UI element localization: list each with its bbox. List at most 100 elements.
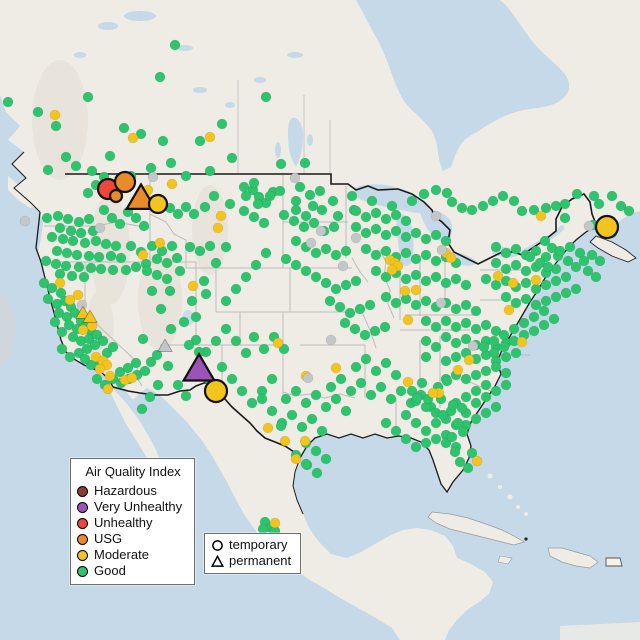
aqi-marker <box>286 409 298 421</box>
aqi-marker <box>430 210 442 222</box>
legend-label: temporary <box>229 537 288 552</box>
aqi-marker <box>166 240 178 252</box>
aqi-marker <box>466 447 478 459</box>
aqi-marker <box>161 257 173 269</box>
aqi-marker <box>171 252 183 264</box>
aqi-marker <box>188 208 200 220</box>
aqi-marker <box>380 245 392 257</box>
aqi-marker <box>440 331 452 343</box>
aqi-marker <box>262 422 274 434</box>
aqi-marker <box>71 249 83 261</box>
aqi-marker <box>200 288 212 300</box>
aqi-marker <box>623 205 635 217</box>
aqi-marker <box>178 316 190 328</box>
aqi-marker <box>204 165 216 177</box>
aqi-marker <box>145 162 157 174</box>
aqi-marker <box>510 347 522 359</box>
aqi-marker <box>127 132 139 144</box>
aqi-marker <box>60 260 72 272</box>
aqi-marker <box>420 335 432 347</box>
aqi-marker <box>115 252 127 264</box>
aqi-marker <box>399 285 411 297</box>
aqi-marker <box>450 321 462 333</box>
hispaniola <box>547 547 599 569</box>
aqi-marker <box>463 354 475 366</box>
aqi-marker <box>73 261 85 273</box>
aqi-marker <box>385 393 397 405</box>
aqi-marker <box>147 193 169 215</box>
nova-scotia <box>589 235 637 263</box>
aqi-marker <box>169 39 181 51</box>
aqi-marker <box>400 247 412 259</box>
aqi-marker <box>300 265 312 277</box>
aqi-marker <box>410 269 422 281</box>
aqi-marker <box>307 200 319 212</box>
aqi-marker <box>430 271 442 283</box>
aqi-marker <box>440 235 452 247</box>
aqi-marker <box>390 369 402 381</box>
aqi-marker <box>345 385 357 397</box>
aqi-marker <box>488 347 500 359</box>
aqi-marker <box>215 210 227 222</box>
legend-label: Good <box>94 563 126 578</box>
aqi-marker <box>186 295 198 307</box>
aqi-marker <box>500 247 512 259</box>
aqi-marker <box>498 329 510 341</box>
aqi-marker <box>402 376 414 388</box>
aqi-marker <box>269 517 281 529</box>
aqi-marker <box>240 347 252 359</box>
aqi-marker <box>85 262 97 274</box>
aqi-marker <box>54 277 66 289</box>
aqi-marker <box>64 351 76 363</box>
aqi-marker <box>498 341 510 353</box>
aqi-marker <box>151 269 163 281</box>
aqi-marker <box>520 265 532 277</box>
aqi-marker <box>136 403 148 415</box>
aqi-marker <box>441 375 453 387</box>
aqi-marker <box>83 213 95 225</box>
aqi-marker <box>540 295 552 307</box>
aqi-marker <box>450 273 462 285</box>
aqi-marker <box>488 335 500 347</box>
aqi-marker <box>379 321 391 333</box>
aqi-marker <box>344 307 356 319</box>
aqi-marker <box>125 240 137 252</box>
unhealthy-swatch-icon <box>77 517 88 529</box>
aqi-marker <box>337 260 349 272</box>
aqi-marker <box>416 377 428 389</box>
aqi-marker <box>500 263 512 275</box>
aqi-marker <box>73 216 85 228</box>
aqi-marker <box>390 425 402 437</box>
aqi-marker <box>187 280 199 292</box>
aqi-marker <box>440 355 452 367</box>
aqi-marker <box>535 210 547 222</box>
aqi-marker <box>490 241 502 253</box>
aqi-marker <box>355 377 367 389</box>
aqi-marker <box>456 202 468 214</box>
aqi-marker <box>507 277 519 289</box>
aqi-marker <box>52 210 64 222</box>
aqi-marker <box>290 235 302 247</box>
aqi-marker <box>310 271 322 283</box>
aqi-marker <box>518 317 530 329</box>
aqi-marker <box>147 171 159 183</box>
aqi-marker <box>328 221 340 233</box>
aqi-marker <box>445 252 457 264</box>
aqi-marker <box>410 417 422 429</box>
aqi-marker <box>316 425 328 437</box>
aqi-marker <box>299 157 311 169</box>
aqi-marker <box>290 453 302 465</box>
aqi-marker <box>104 370 116 382</box>
aqi-marker <box>420 249 432 261</box>
aqi-marker <box>406 195 418 207</box>
aqi-marker <box>410 299 422 311</box>
aqi-marker <box>590 271 602 283</box>
aqi-marker <box>410 441 422 453</box>
aqi-marker <box>420 425 432 437</box>
aqi-marker <box>60 151 72 163</box>
aqi-marker <box>467 340 479 352</box>
aqi-marker <box>370 249 382 261</box>
aqi-marker <box>296 421 308 433</box>
aqi-marker <box>198 275 210 287</box>
aqi-marker <box>104 150 116 162</box>
